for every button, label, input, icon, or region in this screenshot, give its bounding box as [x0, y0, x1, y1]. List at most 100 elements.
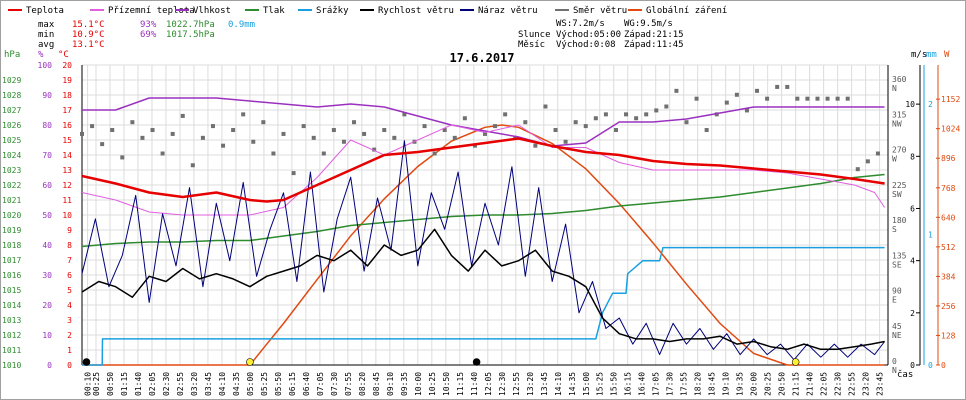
tick-label-compass: SE: [892, 260, 902, 269]
wind-direction-point: [170, 131, 175, 136]
stat-max-hum: 93%: [140, 20, 157, 30]
moonset-marker: [472, 358, 481, 366]
tick-label-time: 11:40: [470, 372, 479, 396]
tick-label-compass: N: [892, 84, 897, 93]
tick-label-pct: 50: [42, 211, 52, 220]
wind-direction-point: [331, 128, 336, 133]
series-line-radiation: [82, 124, 885, 366]
wind-direction-point: [674, 88, 679, 93]
wind-direction-point: [523, 120, 528, 125]
tick-label-time: 12:05: [484, 372, 493, 396]
wind-direction-point: [835, 96, 840, 101]
legend-label: Vlhkost: [193, 6, 231, 16]
tick-label-direction: 90: [892, 287, 902, 296]
wind-direction-point: [613, 128, 618, 133]
tick-label-time: 07:05: [316, 372, 325, 396]
wind-direction-point: [805, 96, 810, 101]
grid: [82, 64, 888, 366]
wind-direction-point: [462, 116, 467, 121]
wind-direction-point: [90, 124, 95, 129]
wind-direction-point: [210, 124, 215, 129]
tick-label-w: 512: [941, 243, 956, 252]
tick-label-time: 18:20: [694, 372, 703, 396]
tick-label-hpa: 1019: [2, 226, 21, 235]
wind-direction-point: [563, 139, 568, 144]
tick-label-temp: 8: [67, 241, 72, 250]
series-line-rain: [82, 246, 885, 366]
wind-direction-point: [694, 96, 699, 101]
wind-direction-point: [483, 131, 487, 136]
axis-title-hpa: hPa: [4, 50, 20, 60]
wind-direction-point: [432, 151, 437, 156]
legend-label: Směr větru: [573, 6, 627, 16]
tick-label-ms: 2: [910, 309, 915, 318]
tick-label-time: 05:00: [246, 372, 255, 396]
tick-label-direction: 135: [892, 251, 907, 260]
tick-label-time: 05:50: [274, 372, 283, 396]
wind-direction-point: [634, 116, 639, 121]
tick-label-time: 02:30: [162, 372, 171, 396]
tick-label-time: 12:55: [512, 372, 521, 396]
tick-label-direction: 45: [892, 322, 902, 331]
chart-title: 17.6.2017: [449, 51, 514, 65]
tick-label-compass: E: [892, 296, 897, 305]
tick-label-pct: 70: [42, 151, 52, 160]
wind-direction-point: [593, 116, 598, 121]
tick-label-time: 08:45: [372, 372, 381, 396]
wind-direction-point: [261, 120, 266, 125]
wind-direction-point: [271, 151, 276, 156]
tick-label-time: 02:05: [148, 372, 157, 396]
legend-label: Rychlost větru: [378, 6, 454, 16]
tick-label-temp: 3: [67, 316, 72, 325]
tick-label-hpa: 1014: [2, 301, 21, 310]
wind-direction-point: [281, 131, 286, 136]
tick-label-pct: 90: [42, 91, 52, 100]
tick-label-hpa: 1013: [2, 316, 21, 325]
legend-label: Náraz větru: [478, 6, 538, 16]
wind-direction-point: [140, 135, 145, 140]
tick-label-time: 20:00: [750, 372, 759, 396]
stat-min-hum: 69%: [140, 30, 157, 40]
wind-direction-point: [291, 171, 296, 176]
axis-title-temp: °C: [58, 50, 69, 60]
legend-label: Přízemní teplota: [108, 6, 195, 16]
tick-label-compass: W: [892, 155, 897, 164]
tick-label-hpa: 1022: [2, 181, 21, 190]
tick-label-direction: 315: [892, 110, 907, 119]
tick-label-compass: NE: [892, 331, 902, 340]
wind-direction-point: [301, 124, 306, 129]
wind-direction-point: [684, 120, 689, 125]
tick-label-time: 22:05: [820, 372, 829, 396]
tick-label-hpa: 1011: [2, 346, 21, 355]
sun-set: Západ:21:15: [624, 30, 684, 40]
tick-label-hpa: 1026: [2, 121, 21, 130]
tick-label-time: 14:35: [568, 372, 577, 396]
tick-label-pct: 80: [42, 121, 52, 130]
tick-label-time: 19:35: [736, 372, 745, 396]
wind-direction-point: [785, 84, 790, 89]
wind-direction-point: [583, 124, 588, 129]
wind-direction-point: [644, 112, 649, 117]
plot-area: [80, 84, 886, 366]
tick-label-time: 13:20: [526, 372, 535, 396]
legend-label: Teplota: [26, 6, 64, 16]
tick-label-time: 17:30: [666, 372, 675, 396]
tick-label-time: 00:50: [106, 372, 115, 396]
tick-label-temp: 19: [62, 76, 72, 85]
tick-label-hpa: 1025: [2, 136, 21, 145]
wind-direction-point: [603, 112, 608, 117]
stat-avg-temp: 13.1°C: [72, 40, 105, 50]
wind-direction-point: [362, 131, 367, 136]
tick-label-compass: NW: [892, 119, 902, 128]
moon-label: Měsíc: [518, 40, 545, 50]
sunrise-marker: [246, 358, 254, 366]
wind-direction-point: [724, 100, 729, 105]
tick-label-time: 19:10: [722, 372, 731, 396]
tick-label-time: 09:10: [386, 372, 395, 396]
tick-label-direction: 360: [892, 75, 907, 84]
tick-label-w: 256: [941, 302, 956, 311]
tick-label-ms: 6: [910, 204, 915, 213]
tick-label-hpa: 1018: [2, 241, 21, 250]
